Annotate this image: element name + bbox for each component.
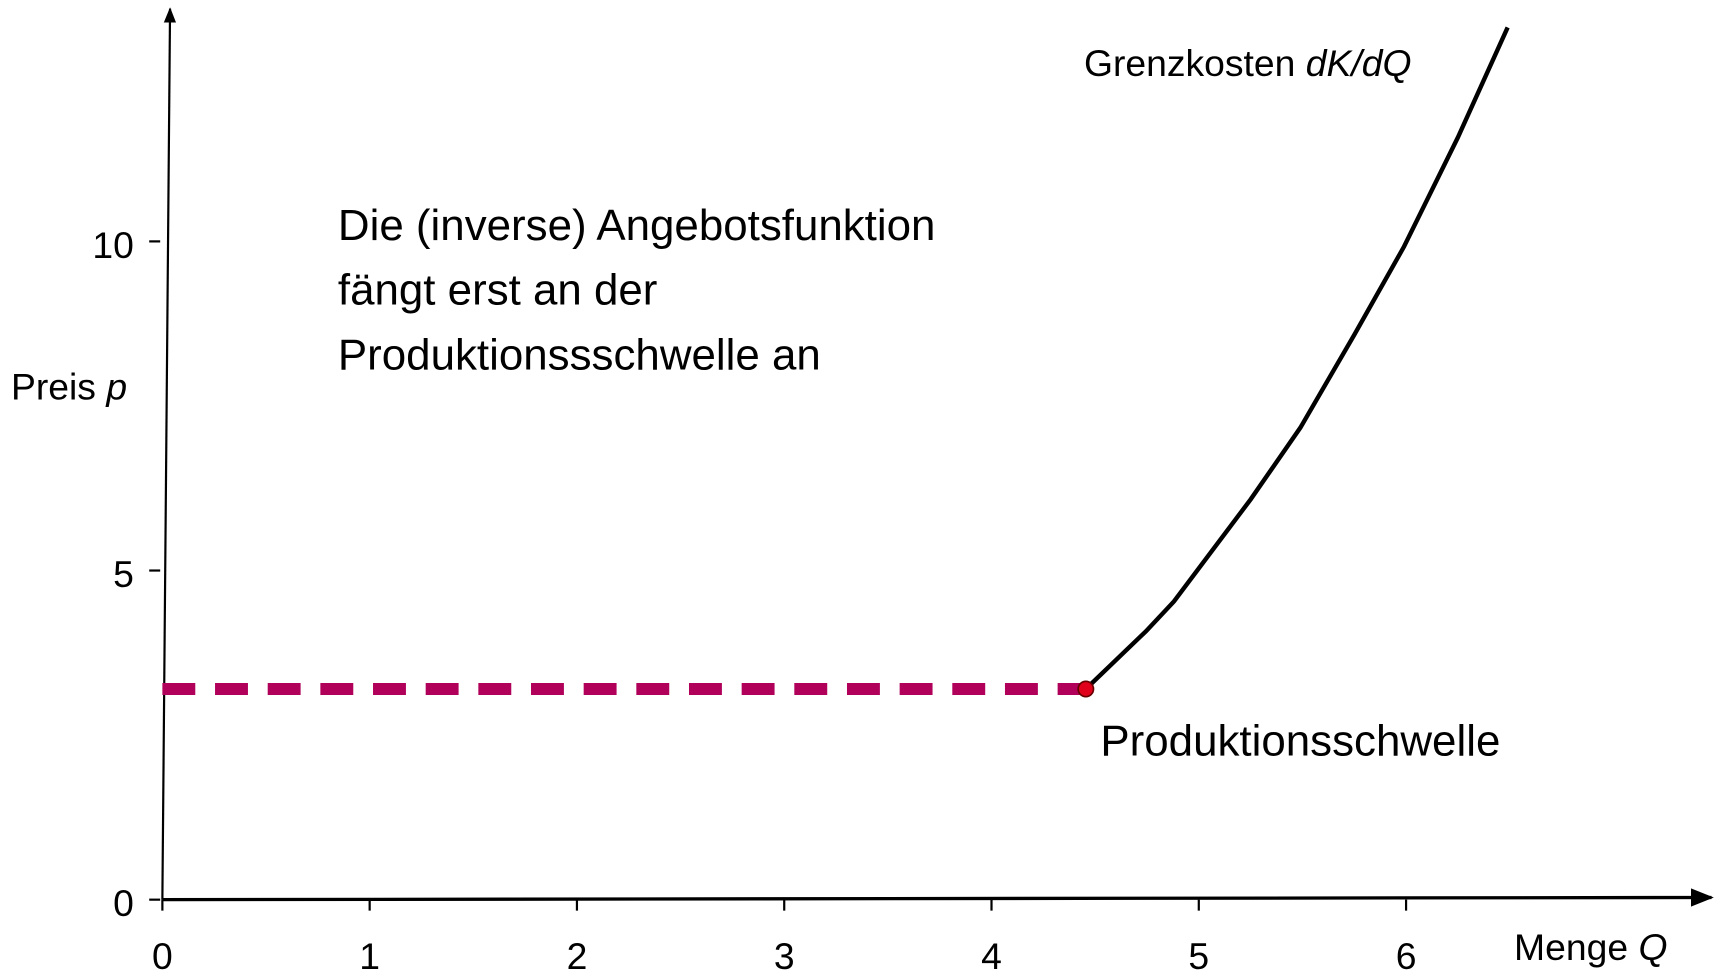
x-axis [162,888,1714,907]
note-line: Produktionssschwelle an [338,330,821,379]
note-line: fängt erst an der [338,266,658,315]
curve-label: Grenzkosten dK/dQ [1084,42,1412,84]
note-line: Die (inverse) Angebotsfunktion [338,201,936,250]
curve-label-text: Grenzkosten [1084,42,1295,84]
y-label-text: Preis [11,365,96,407]
x-axis-label: Menge Q [1514,926,1667,968]
y-axis-label: Preis p [11,365,127,407]
x-tick-label: 0 [152,935,173,971]
curve [1084,26,1510,691]
x-tick-label: 1 [359,935,380,971]
x-tick-label: 5 [1188,935,1209,971]
y-tick-label: 5 [113,553,134,595]
curve-label-symbol: dK/dQ [1306,42,1412,84]
x-tick-label: 3 [774,935,795,971]
y-label-symbol: p [105,365,127,407]
point-label: Produktionsschwelle [1100,716,1500,765]
x-tick-label: 4 [981,935,1002,971]
threshold-point [1077,680,1095,698]
y-tick-label: 10 [92,224,133,266]
x-tick-label: 6 [1396,935,1417,971]
x-label-text: Menge [1514,926,1628,968]
x-label-symbol: Q [1638,926,1667,968]
y-tick-label: 0 [113,882,134,924]
y-axis [161,7,177,900]
x-tick-label: 2 [567,935,588,971]
